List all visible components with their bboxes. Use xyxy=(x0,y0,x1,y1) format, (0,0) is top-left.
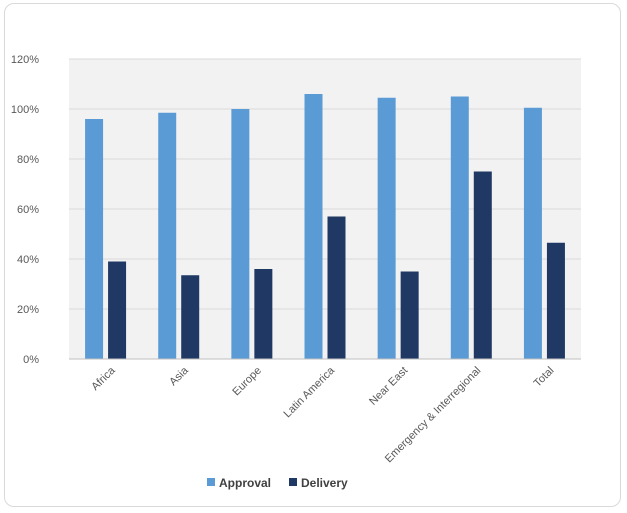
bar-delivery-1 xyxy=(181,275,200,359)
bar-approval-2 xyxy=(231,109,250,359)
bar-approval-4 xyxy=(377,97,396,359)
legend-swatch-delivery xyxy=(289,478,297,486)
y-tick-label: 40% xyxy=(17,254,39,266)
bar-delivery-3 xyxy=(327,216,346,359)
x-tick-label: Total xyxy=(532,365,557,390)
legend-label-delivery: Delivery xyxy=(301,476,348,490)
y-tick-labels: 0% 20% 40% 60% 80% 100% 120% xyxy=(11,54,39,366)
x-tick-label: Europe xyxy=(230,365,264,399)
grid-lines xyxy=(69,58,581,310)
x-tick-label: Africa xyxy=(89,364,118,393)
legend-swatch-approval xyxy=(207,478,215,486)
x-tick-label: Asia xyxy=(167,364,191,388)
x-tick-labels: Africa Asia Europe Latin America Near EastEm… xyxy=(89,364,556,465)
bar-approval-1 xyxy=(158,112,177,359)
bar-delivery-2 xyxy=(254,269,273,359)
bar-delivery-5 xyxy=(473,171,492,359)
bar-approval-3 xyxy=(304,94,323,359)
bar-approval-6 xyxy=(523,107,542,359)
y-tick-label: 100% xyxy=(11,104,39,116)
y-tick-label: 80% xyxy=(17,154,39,166)
bar-approval-5 xyxy=(450,96,469,359)
bar-delivery-6 xyxy=(546,242,565,359)
y-tick-label: 120% xyxy=(11,54,39,66)
legend-label-approval: Approval xyxy=(219,476,271,490)
x-tick-label: Latin America xyxy=(282,364,338,420)
y-tick-label: 0% xyxy=(23,354,39,366)
bars xyxy=(85,94,565,359)
legend: Approval Delivery xyxy=(207,476,348,490)
bar-delivery-0 xyxy=(108,261,127,359)
bar-approval-0 xyxy=(85,119,104,359)
y-tick-label: 20% xyxy=(17,304,39,316)
bar-delivery-4 xyxy=(400,271,419,359)
x-tick-label: Near East xyxy=(367,365,410,408)
y-tick-label: 60% xyxy=(17,204,39,216)
